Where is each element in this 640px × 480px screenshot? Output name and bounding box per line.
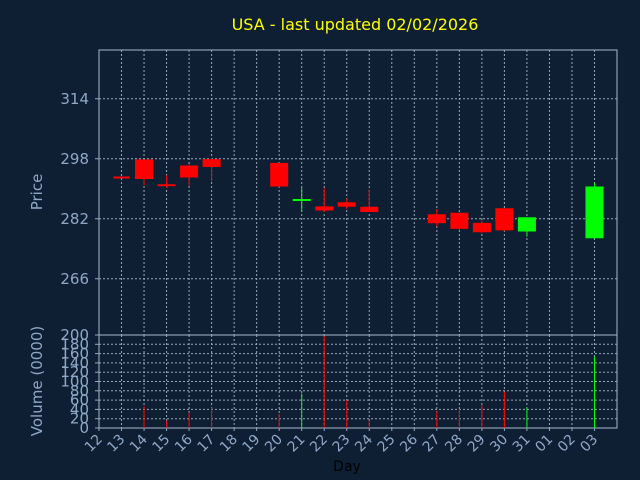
price-y-tick-label: 298 <box>60 150 89 168</box>
chart-title: USA - last updated 02/02/2026 <box>232 15 479 34</box>
candle-body <box>450 212 469 229</box>
volume-y-tick-label: 40 <box>70 400 89 418</box>
x-tick-label: 30 <box>487 432 511 456</box>
volume-y-tick-label: 200 <box>60 326 89 344</box>
candle-body <box>472 222 491 233</box>
volume-grid <box>99 335 617 428</box>
price-y-tick-label: 282 <box>60 210 89 228</box>
volume-y-tick-label: 160 <box>60 345 89 363</box>
volume-y-tick-label: 60 <box>70 391 89 409</box>
x-tick-label: 27 <box>420 432 444 456</box>
candle-body <box>180 165 199 178</box>
volume-y-tick-label: 0 <box>79 419 89 437</box>
x-tick-label: 19 <box>240 432 264 456</box>
x-tick-label: 28 <box>442 432 466 456</box>
price-y-ticks: 266 282 298 314 <box>60 90 99 288</box>
x-tick-label: 02 <box>555 432 579 456</box>
candle-body <box>202 159 221 167</box>
x-tick-label: 15 <box>149 432 173 456</box>
candle-body <box>270 162 289 187</box>
x-tick-label: 20 <box>262 432 286 456</box>
price-y-tick-label: 314 <box>60 90 89 108</box>
candle-body <box>585 186 604 239</box>
candle-body <box>315 206 334 211</box>
candle-body <box>517 217 536 232</box>
candle-body <box>427 214 446 224</box>
x-tick-label: 18 <box>217 432 241 456</box>
price-panel: 266 282 298 314 Price <box>28 49 618 336</box>
candle-body <box>135 159 154 179</box>
candle-body <box>157 184 176 187</box>
x-tick-label: 29 <box>465 432 489 456</box>
volume-y-tick-label: 20 <box>70 410 89 428</box>
x-tick-label: 01 <box>532 432 556 456</box>
volume-y-tick-label: 80 <box>70 382 89 400</box>
x-ticks: 1213141516171819202122232425262728293031… <box>82 428 601 455</box>
x-tick-label: 26 <box>397 431 421 455</box>
price-axis-label: Price <box>28 174 46 211</box>
x-tick-label: 24 <box>352 431 376 455</box>
x-tick-label: 14 <box>127 431 151 455</box>
x-tick-label: 23 <box>330 432 354 456</box>
volume-bars <box>143 335 595 428</box>
volume-y-tick-label: 180 <box>60 335 89 353</box>
x-tick-label: 16 <box>172 431 196 455</box>
x-tick-label: 22 <box>307 432 331 456</box>
candle-body <box>360 206 379 212</box>
volume-axis-label: Volume (0000) <box>28 326 46 436</box>
price-grid <box>99 50 617 335</box>
volume-y-tick-label: 100 <box>60 373 89 391</box>
candles <box>113 158 604 239</box>
volume-y-tick-label: 120 <box>60 363 89 381</box>
candle-body <box>337 202 356 207</box>
candle-body <box>495 208 514 231</box>
x-tick-label: 17 <box>195 432 219 456</box>
x-tick-label: 03 <box>577 432 601 456</box>
x-tick-label: 13 <box>104 432 128 456</box>
x-tick-label: 21 <box>285 432 309 456</box>
price-plot-frame <box>98 49 618 336</box>
x-tick-label: 25 <box>375 432 399 456</box>
price-y-tick-label: 266 <box>60 270 89 288</box>
x-tick-label: 31 <box>510 432 534 456</box>
volume-y-tick-label: 140 <box>60 354 89 372</box>
x-axis-label: Day <box>333 459 361 475</box>
